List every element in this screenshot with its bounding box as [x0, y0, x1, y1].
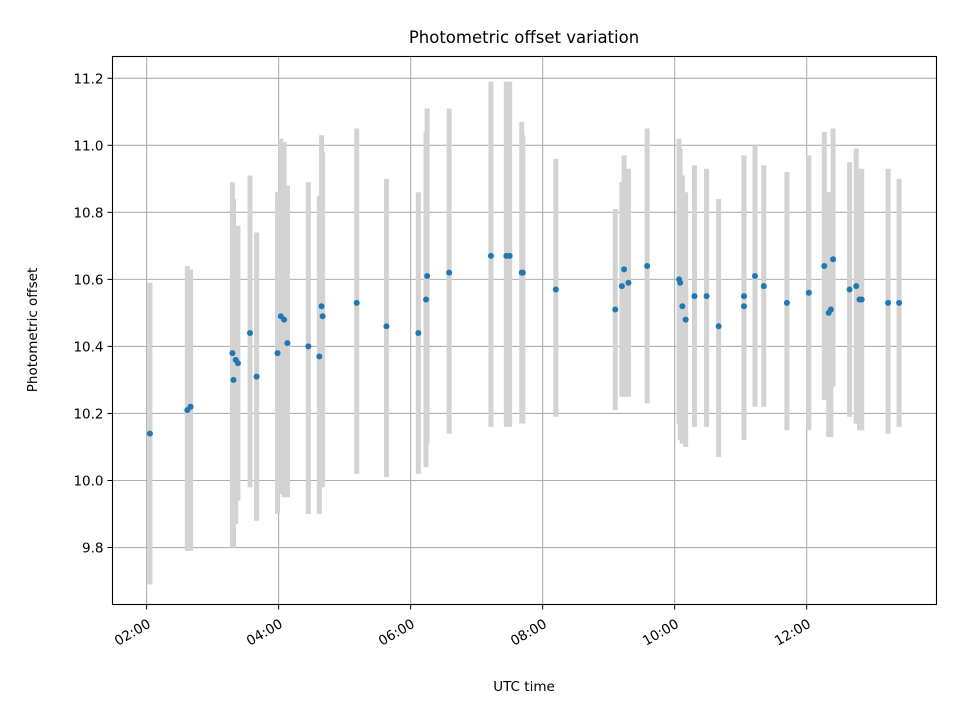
data-point — [274, 350, 281, 357]
y-tick-label: 10.2 — [73, 406, 103, 422]
data-point — [805, 289, 812, 296]
data-point — [846, 286, 853, 293]
data-point — [318, 303, 325, 310]
data-point — [821, 262, 828, 269]
y-axis-ticks: 9.8 10.0 10.2 10.4 10.6 10.8 11.0 11.2 — [73, 71, 113, 557]
data-point — [679, 303, 686, 310]
data-point — [316, 353, 323, 360]
data-point — [740, 303, 747, 310]
y-tick-label: 10.8 — [73, 205, 103, 221]
data-point — [691, 293, 698, 300]
data-point — [229, 350, 236, 357]
data-point — [715, 323, 722, 330]
data-point — [415, 330, 422, 337]
data-point — [230, 376, 237, 383]
data-point — [253, 373, 260, 380]
data-point — [703, 293, 710, 300]
data-point — [424, 273, 431, 280]
y-tick-label: 10.0 — [73, 473, 103, 489]
data-point — [446, 269, 453, 276]
y-tick-label: 11.2 — [73, 71, 103, 87]
data-point — [612, 306, 619, 313]
data-point — [552, 286, 559, 293]
data-point — [751, 273, 758, 280]
data-point — [319, 313, 326, 320]
data-point — [682, 316, 689, 323]
data-point — [885, 299, 892, 306]
y-tick-label: 11.0 — [73, 138, 103, 154]
data-points — [146, 252, 903, 437]
data-point — [896, 299, 903, 306]
data-point — [234, 360, 241, 367]
data-point — [740, 293, 747, 300]
data-point — [423, 296, 430, 303]
data-point — [187, 403, 194, 410]
chart-title: Photometric offset variation — [409, 28, 639, 47]
y-tick-label: 10.6 — [73, 272, 103, 288]
data-point — [519, 269, 526, 276]
data-point — [853, 283, 860, 290]
data-point — [281, 316, 288, 323]
data-point — [625, 279, 632, 286]
data-point — [677, 279, 684, 286]
data-point — [621, 266, 628, 273]
data-point — [353, 299, 360, 306]
y-tick-label: 9.8 — [82, 541, 103, 557]
y-tick-label: 10.4 — [73, 339, 103, 355]
x-axis-label: UTC time — [493, 679, 555, 695]
data-point — [858, 296, 865, 303]
data-point — [827, 306, 834, 313]
data-point — [760, 283, 767, 290]
data-point — [383, 323, 390, 330]
data-point — [305, 343, 312, 350]
data-point — [487, 252, 494, 259]
data-point — [506, 252, 513, 259]
plot-frame — [111, 55, 938, 606]
data-point — [247, 330, 254, 337]
data-point — [146, 430, 153, 437]
y-axis-label: Photometric offset — [25, 268, 41, 392]
data-point — [644, 262, 651, 269]
data-point — [618, 283, 625, 290]
data-point — [830, 256, 837, 263]
data-point — [284, 340, 291, 347]
data-point — [783, 299, 790, 306]
